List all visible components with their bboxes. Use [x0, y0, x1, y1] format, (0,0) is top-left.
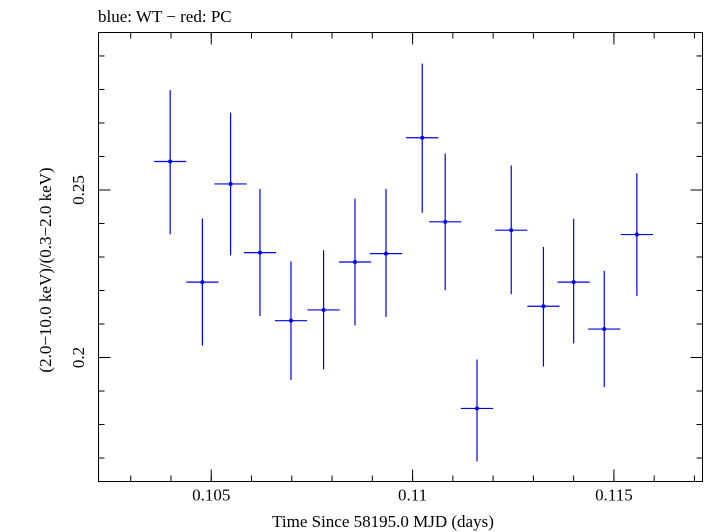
point-marker	[257, 250, 262, 255]
point-marker	[200, 280, 205, 285]
point-marker	[384, 251, 389, 256]
point-marker	[602, 327, 607, 332]
point-marker	[228, 181, 233, 186]
point-marker	[288, 318, 293, 323]
data-point	[243, 188, 277, 316]
data-layer	[154, 63, 653, 462]
minor-ticks	[98, 32, 703, 482]
data-point	[429, 153, 462, 291]
chart-title: blue: WT − red: PC	[98, 7, 232, 26]
data-point	[154, 90, 187, 235]
y-tick-label: 0.25	[69, 175, 88, 205]
data-point	[338, 198, 372, 326]
data-point	[588, 270, 621, 388]
data-point	[214, 112, 247, 256]
point-marker	[634, 232, 639, 237]
point-marker	[168, 159, 173, 164]
data-point	[274, 261, 308, 380]
data-point	[527, 246, 560, 367]
x-axis-label: Time Since 58195.0 MJD (days)	[272, 512, 494, 531]
x-tick-label: 0.11	[398, 486, 427, 505]
data-point	[186, 218, 219, 346]
y-axis-label: (2.0−10.0 keV)/(0.3−2.0 keV)	[36, 167, 55, 372]
tick-labels: 0.105 0.11 0.115 0.2 0.25	[69, 175, 633, 504]
data-point	[495, 165, 528, 295]
point-marker	[420, 135, 425, 140]
plot-frame	[98, 32, 703, 482]
y-tick-label: 0.2	[69, 347, 88, 368]
point-marker	[352, 260, 357, 265]
data-point	[557, 218, 590, 344]
point-marker	[321, 307, 326, 312]
x-tick-label: 0.115	[595, 486, 633, 505]
data-point	[460, 359, 494, 462]
data-point	[406, 63, 439, 213]
major-ticks	[98, 32, 703, 482]
point-marker	[443, 219, 448, 224]
point-marker	[475, 406, 480, 411]
data-point	[307, 250, 340, 370]
point-marker	[509, 228, 514, 233]
x-tick-label: 0.105	[192, 486, 230, 505]
point-marker	[541, 304, 546, 309]
data-point	[369, 188, 403, 317]
data-point	[620, 173, 653, 296]
point-marker	[571, 280, 576, 285]
